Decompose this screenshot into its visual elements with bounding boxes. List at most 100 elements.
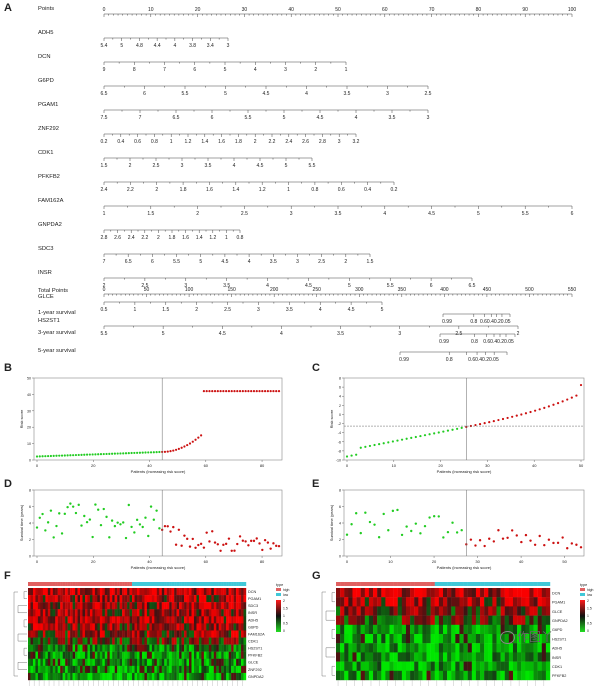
risk-point [208, 390, 211, 393]
survival-point [102, 507, 105, 511]
heatmap-cell [149, 630, 153, 638]
heatmap-cell [434, 615, 440, 625]
risk-point [149, 451, 153, 454]
heatmap-cell [149, 595, 153, 603]
heatmap-cell [146, 602, 150, 610]
risk-point [368, 444, 372, 448]
heatmap-cell [211, 665, 214, 674]
heatmap-cell [228, 644, 232, 652]
survival-point [437, 515, 440, 518]
heatmap-cell [84, 602, 88, 610]
heatmap-cell [525, 661, 530, 671]
heatmap-cell [97, 609, 101, 617]
type-bar-cell [132, 582, 135, 586]
heatmap-cell [537, 597, 542, 607]
heatmap-cell [241, 602, 244, 610]
heatmap-cell [159, 602, 162, 610]
survival-point [419, 532, 422, 535]
heatmap-cell [467, 597, 473, 607]
heatmap-cell [70, 672, 73, 681]
heatmap-cell [184, 602, 187, 610]
heatmap-cell [35, 644, 39, 652]
heatmap-cell [471, 652, 477, 662]
heatmap-row-label: DCN [552, 591, 560, 595]
type-bar-cell [191, 582, 195, 586]
heatmap-cell [154, 595, 158, 603]
survival-point [46, 521, 50, 524]
heatmap-cell [389, 624, 394, 635]
heatmap-cell [75, 658, 78, 667]
heatmap-cell [438, 652, 444, 662]
heatmap-cell [84, 616, 88, 624]
heatmap-cell [65, 616, 68, 624]
heatmap-cell [223, 616, 227, 624]
heatmap-cell [156, 658, 160, 667]
nomogram-tick-label: 2 [103, 283, 106, 289]
heatmap-cell [70, 588, 73, 596]
heatmap-cell [139, 637, 143, 645]
heatmap-cell [134, 623, 138, 631]
heatmap-cell [236, 651, 239, 659]
heatmap-cell [488, 588, 493, 598]
heatmap-cell [405, 624, 411, 635]
nomogram-tick-label: 2.2 [269, 139, 276, 145]
type-bar-cell [47, 582, 51, 586]
heatmap-cell [65, 644, 68, 652]
heatmap-cell [28, 602, 31, 610]
heatmap-cell [443, 588, 448, 598]
heatmap-cell [37, 637, 41, 645]
heatmap-cell [397, 588, 403, 598]
watermark-text: 作图丫 [517, 630, 554, 644]
x-tick-label: 20 [91, 463, 96, 468]
heatmap-cell [459, 652, 464, 662]
heatmap-cell [42, 623, 46, 631]
heatmap-cell [233, 672, 237, 681]
heatmap-cell [191, 658, 195, 667]
heatmap-cell [201, 595, 205, 603]
risk-point [277, 390, 281, 393]
type-bar-cell [364, 582, 370, 586]
heatmap-cell [541, 643, 547, 653]
heatmap-cell [216, 588, 219, 596]
heatmap-cell [174, 616, 177, 624]
heatmap-cell [504, 624, 510, 635]
heatmap-cell [226, 609, 229, 617]
heatmap-cell [84, 637, 88, 645]
heatmap-cell [231, 658, 234, 667]
nomogram-tick-label: 30 [242, 7, 248, 13]
type-bar-cell [238, 582, 242, 586]
heatmap-cell [72, 637, 76, 645]
heatmap-cell [109, 651, 113, 659]
heatmap-cell [114, 665, 118, 674]
heatmap-cell [176, 623, 180, 631]
heatmap-cell [203, 630, 207, 638]
type-bar-cell [156, 582, 160, 586]
nomogram-tick-label: 40 [288, 7, 294, 13]
heatmap-cell [164, 630, 167, 638]
heatmap-row-label: CDK1 [248, 639, 258, 643]
heatmap-cell [352, 624, 357, 635]
nomogram-tick-label: 2.2 [127, 187, 134, 193]
survival-point [400, 533, 404, 537]
heatmap-cell [72, 658, 76, 667]
heatmap-cell [99, 658, 103, 667]
survival-point [373, 523, 376, 526]
heatmap-cell [181, 658, 185, 667]
type-bar-cell [356, 582, 361, 586]
heatmap-cell [401, 597, 407, 607]
heatmap-cell [393, 606, 398, 616]
heatmap-cell [467, 588, 473, 598]
risk-point [355, 453, 358, 456]
risk-point [497, 418, 500, 422]
heatmap-cell [533, 624, 538, 635]
heatmap-cell [529, 670, 534, 681]
heatmap-cell [127, 623, 130, 631]
type-bar-cell [348, 582, 353, 586]
nomogram-tick-label: 4.8 [136, 43, 143, 49]
type-bar-cell [65, 582, 68, 586]
heatmap-cell [99, 637, 103, 645]
heatmap-cell [211, 630, 214, 638]
heatmap-cell [122, 644, 125, 652]
heatmap-cell [122, 595, 125, 603]
heatmap-cell [166, 637, 170, 645]
